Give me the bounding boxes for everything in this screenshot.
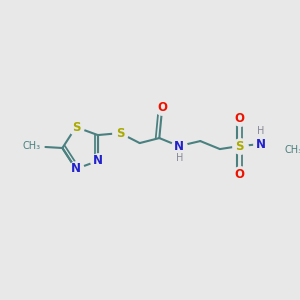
- Text: O: O: [157, 100, 167, 114]
- Text: O: O: [235, 168, 244, 181]
- Text: S: S: [72, 121, 80, 134]
- Text: N: N: [93, 154, 103, 167]
- Text: H: H: [257, 126, 265, 136]
- Text: H: H: [176, 153, 184, 163]
- Text: O: O: [235, 112, 244, 124]
- Text: CH₃: CH₃: [23, 141, 41, 151]
- Text: N: N: [71, 162, 81, 176]
- Text: N: N: [174, 140, 184, 153]
- Text: S: S: [235, 140, 244, 153]
- Text: S: S: [116, 127, 124, 140]
- Text: CH₃: CH₃: [284, 145, 300, 155]
- Text: N: N: [256, 138, 266, 151]
